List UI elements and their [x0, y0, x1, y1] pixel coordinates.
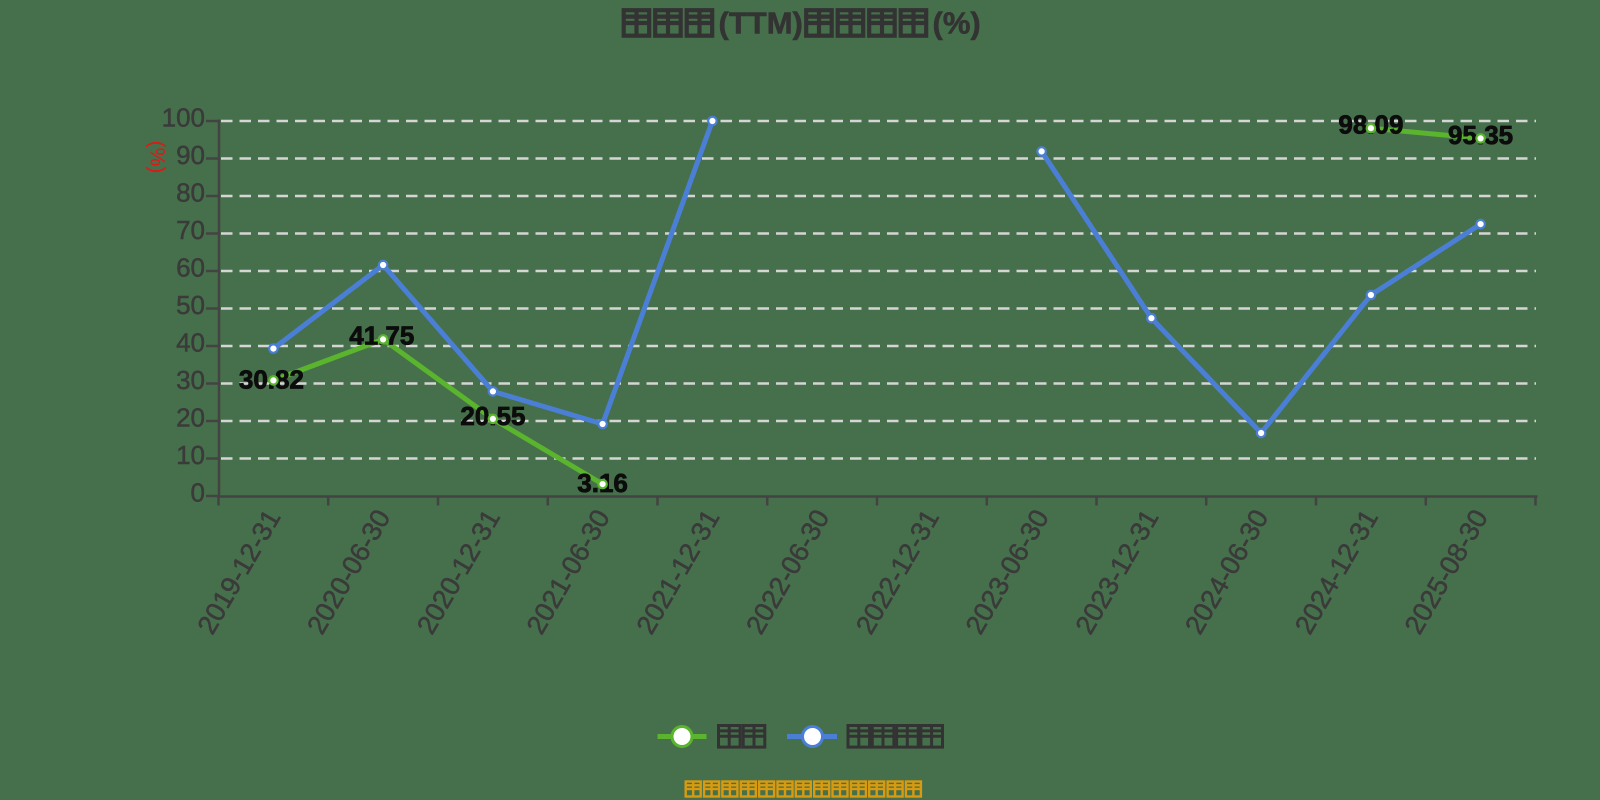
svg-text:80: 80 [176, 178, 205, 208]
svg-text:90: 90 [176, 140, 205, 170]
svg-text:(TTM): (TTM) [719, 6, 803, 41]
svg-text:3.16: 3.16 [577, 468, 628, 498]
svg-text:70: 70 [176, 215, 205, 245]
svg-text:60: 60 [176, 253, 205, 283]
svg-text:10: 10 [176, 440, 205, 470]
svg-text:100: 100 [162, 103, 205, 133]
svg-text:40: 40 [176, 328, 205, 358]
svg-text:50: 50 [176, 290, 205, 320]
svg-text:30: 30 [176, 365, 205, 395]
svg-text:(%): (%) [146, 141, 169, 174]
svg-text:(%): (%) [933, 6, 981, 41]
svg-text:0: 0 [191, 478, 205, 508]
svg-text:20: 20 [176, 403, 205, 433]
